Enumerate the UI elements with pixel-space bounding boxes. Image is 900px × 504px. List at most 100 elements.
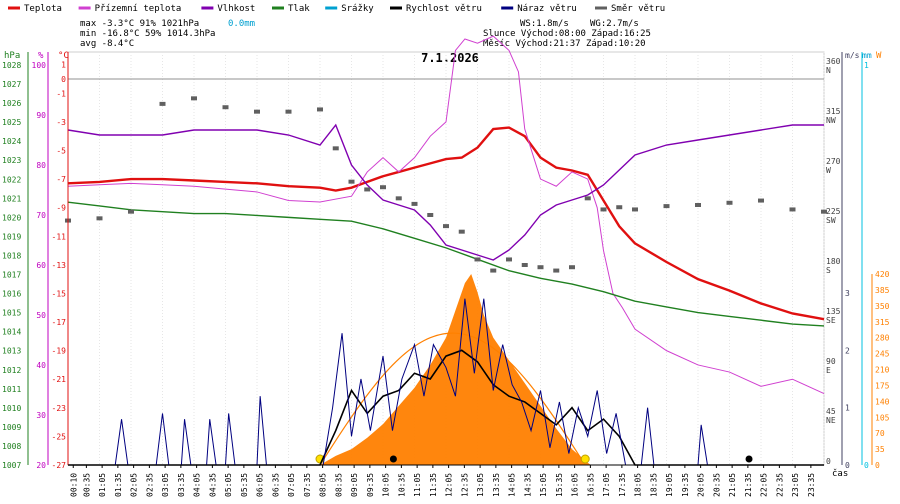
x-tick-label: 15:35 — [555, 473, 564, 497]
pressure-tick: 1013 — [2, 347, 21, 356]
wind-direction-point — [821, 209, 827, 214]
stat-sun: Slunce Východ:08:00 Západ:16:25 — [483, 29, 651, 39]
pressure-tick: 1011 — [2, 385, 21, 394]
solar-unit: W — [876, 51, 882, 61]
x-tick-label: 11:05 — [413, 473, 422, 497]
x-tick-label: 16:35 — [586, 473, 595, 497]
humidity-unit: % — [38, 51, 44, 61]
rain-tick: 1 — [864, 61, 869, 70]
pressure-tick: 1008 — [2, 442, 21, 451]
wind-direction-point — [364, 187, 371, 192]
wind-direction-point — [191, 96, 197, 101]
wind-direction-point — [128, 209, 134, 214]
solar-tick: 70 — [875, 429, 885, 438]
wind-direction-point — [616, 205, 623, 210]
temp-tick: -15 — [52, 289, 67, 298]
wind-direction-point — [254, 109, 260, 114]
temp-unit: °C — [58, 51, 69, 61]
direction-deg-tick: 270 — [826, 157, 841, 166]
moonset-marker — [389, 455, 397, 463]
direction-deg-tick: 45 — [826, 407, 836, 416]
x-tick-label: 11:35 — [429, 473, 438, 497]
axis-units: hPa % °C m/s mm W čas — [4, 51, 882, 479]
pressure-tick: 1016 — [2, 290, 21, 299]
stat-moon: Měsíc Východ:21:37 Západ:10:20 — [483, 39, 646, 49]
x-tick-label: 12:35 — [460, 473, 469, 497]
pressure-tick: 1012 — [2, 366, 21, 375]
wind-direction-point — [490, 268, 497, 273]
direction-name-tick: NE — [826, 416, 836, 425]
wind-direction-point — [348, 179, 355, 184]
temp-tick: -13 — [52, 261, 67, 270]
x-tick-label: 14:05 — [508, 473, 517, 497]
temp-tick: -21 — [52, 375, 67, 384]
pressure-tick: 1027 — [2, 80, 21, 89]
temp-tick: -19 — [52, 347, 67, 356]
wind-direction-point — [663, 204, 670, 209]
rain-tick: 0 — [864, 461, 869, 470]
humidity-tick: 90 — [36, 111, 46, 120]
wind-direction-point — [726, 200, 733, 205]
x-tick-label: 08:35 — [334, 473, 343, 497]
temp-tick: -25 — [52, 432, 67, 441]
wind-direction-point — [506, 257, 512, 262]
series-line-3 — [67, 201, 825, 327]
legend-label-3: Tlak — [288, 4, 310, 14]
x-tick-label: 08:05 — [319, 473, 328, 497]
legend-label-0: Teplota — [24, 4, 62, 14]
wind-direction-point — [458, 229, 465, 234]
x-tick-label: 00:35 — [82, 473, 91, 497]
direction-deg-tick: 0 — [826, 457, 831, 466]
x-tick-label: 17:35 — [618, 473, 627, 497]
direction-deg-tick: 360 — [826, 57, 841, 66]
rain-unit: mm — [862, 51, 872, 60]
legend-label-6: Náraz větru — [517, 4, 577, 14]
x-tick-label: 09:05 — [350, 473, 359, 497]
direction-name-tick: S — [826, 266, 831, 275]
right-axes: 360N315NW270W225SW180S135SE90E45NE032101… — [826, 52, 890, 470]
temp-tick: 0 — [61, 75, 66, 84]
pressure-tick: 1019 — [2, 232, 21, 241]
wind-direction-point — [285, 109, 292, 114]
series-line-1 — [67, 35, 825, 394]
x-tick-label: 15:05 — [539, 473, 548, 497]
wind-direction-point — [222, 105, 229, 110]
x-tick-label: 21:05 — [728, 473, 737, 497]
wind-direction-point — [427, 213, 434, 217]
temp-tick: -1 — [56, 89, 66, 98]
wind-direction-point — [380, 185, 386, 190]
humidity-tick: 30 — [36, 411, 46, 420]
temp-tick: -11 — [52, 232, 67, 241]
humidity-tick: 20 — [36, 461, 46, 470]
pressure-tick: 1020 — [2, 213, 21, 222]
x-tick-label: 10:05 — [382, 473, 391, 497]
direction-name-tick: N — [826, 66, 831, 75]
solar-tick: 350 — [875, 302, 890, 311]
pressure-tick: 1022 — [2, 175, 21, 184]
direction-name-tick: SW — [826, 216, 836, 225]
temp-tick: -7 — [56, 175, 66, 184]
direction-name-tick: W — [826, 166, 831, 175]
sunset-marker — [580, 454, 590, 464]
solar-area — [320, 274, 591, 465]
pressure-tick: 1009 — [2, 423, 21, 432]
solar-tick: 245 — [875, 350, 890, 359]
x-tick-label: 10:35 — [397, 473, 406, 497]
temp-tick: -23 — [52, 404, 67, 413]
x-tick-label: 19:05 — [665, 473, 674, 497]
time-axis: 00:10 00:35 01:05 01:35 02:05 02:35 03:05 03:35… — [68, 464, 824, 497]
x-tick-label: 20:35 — [712, 473, 721, 497]
x-tick-label: 02:05 — [130, 473, 139, 497]
x-tick-label: 22:05 — [760, 473, 769, 497]
x-tick-label: 06:35 — [271, 473, 280, 497]
direction-name-tick: E — [826, 366, 831, 375]
stat-precip: 0.0mm — [228, 19, 255, 29]
solar-tick: 385 — [875, 286, 890, 295]
humidity-tick: 40 — [36, 361, 46, 370]
pressure-tick: 1023 — [2, 156, 21, 165]
temp-tick: -27 — [52, 461, 67, 470]
moonrise-marker — [745, 455, 753, 463]
wind-direction-point — [758, 198, 764, 203]
